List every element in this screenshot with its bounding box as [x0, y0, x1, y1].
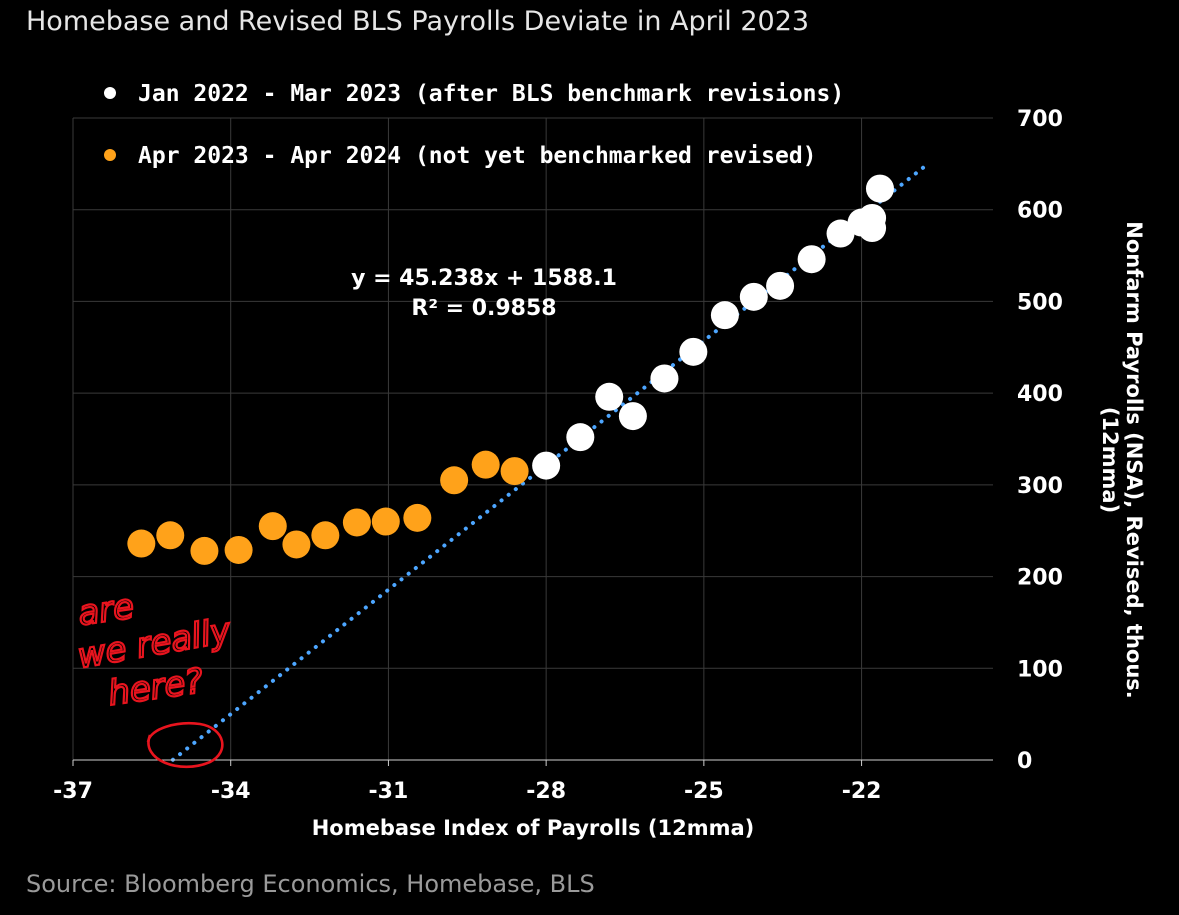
legend-marker-orange: [104, 149, 116, 161]
data-point-orange: [311, 521, 340, 550]
data-point-white: [797, 245, 826, 274]
data-point-orange: [342, 508, 371, 537]
handwritten-annotation: are we really here?: [74, 585, 235, 769]
data-point-white: [618, 402, 647, 431]
data-point-orange: [471, 450, 500, 479]
data-point-orange: [500, 457, 529, 486]
data-point-white: [766, 271, 795, 300]
source-note: Source: Bloomberg Economics, Homebase, B…: [26, 870, 595, 898]
x-axis-label: Homebase Index of Payrolls (12mma): [312, 816, 755, 840]
trendline-equation: y = 45.238x + 1588.1: [351, 266, 617, 291]
data-point-orange: [224, 535, 253, 564]
data-point-orange: [282, 530, 311, 559]
axes: 0 100 200 300 400 500 600 700 -37 -34 -31 -28 -25 -22: [53, 107, 1063, 804]
data-point-orange: [190, 536, 219, 565]
y-tick-label: 700: [1017, 107, 1063, 132]
gridlines: [72, 117, 993, 760]
data-points: [127, 174, 894, 565]
legend-marker-white: [104, 87, 116, 99]
data-point-white: [858, 214, 887, 243]
y-axis-label-unit: (12mma): [1098, 407, 1122, 513]
legend-label-orange: Apr 2023 - Apr 2024 (not yet benchmarked…: [138, 143, 817, 169]
data-point-white: [865, 174, 894, 203]
y-tick-label: 100: [1017, 657, 1063, 682]
annotation-line-1: are: [76, 587, 137, 634]
trendline-r-squared: R² = 0.9858: [411, 296, 556, 321]
data-point-orange: [440, 466, 469, 495]
y-axis-label-group: Nonfarm Payrolls (NSA), Revised, thous. …: [1098, 221, 1146, 698]
data-point-orange: [258, 512, 287, 541]
y-tick-label: 300: [1017, 474, 1063, 499]
x-tick-label: -31: [369, 779, 409, 804]
data-point-white: [710, 301, 739, 330]
data-point-white: [826, 219, 855, 248]
data-point-white: [650, 364, 679, 393]
data-point-white: [739, 282, 768, 311]
y-tick-label: 600: [1017, 199, 1063, 224]
annotation-circle: [146, 722, 224, 769]
data-point-white: [566, 423, 595, 452]
x-tick-label: -25: [684, 779, 724, 804]
y-tick-label: 500: [1017, 290, 1063, 315]
x-tick-label: -37: [53, 779, 93, 804]
data-point-orange: [371, 507, 400, 536]
legend-label-white: Jan 2022 - Mar 2023 (after BLS benchmark…: [138, 81, 844, 107]
data-point-orange: [403, 503, 432, 532]
chart-title: Homebase and Revised BLS Payrolls Deviat…: [26, 6, 810, 37]
y-axis-label: Nonfarm Payrolls (NSA), Revised, thous.: [1122, 221, 1146, 698]
legend: Jan 2022 - Mar 2023 (after BLS benchmark…: [104, 81, 844, 169]
y-tick-label: 400: [1017, 382, 1063, 407]
y-tick-label: 200: [1017, 566, 1063, 591]
y-tick-label: 0: [1017, 749, 1032, 774]
x-tick-label: -28: [526, 779, 566, 804]
data-point-white: [679, 337, 708, 366]
data-point-orange: [127, 529, 156, 558]
data-point-white: [595, 382, 624, 411]
x-tick-label: -34: [211, 779, 251, 804]
data-point-white: [532, 451, 561, 480]
data-point-orange: [156, 521, 185, 550]
x-tick-label: -22: [842, 779, 882, 804]
